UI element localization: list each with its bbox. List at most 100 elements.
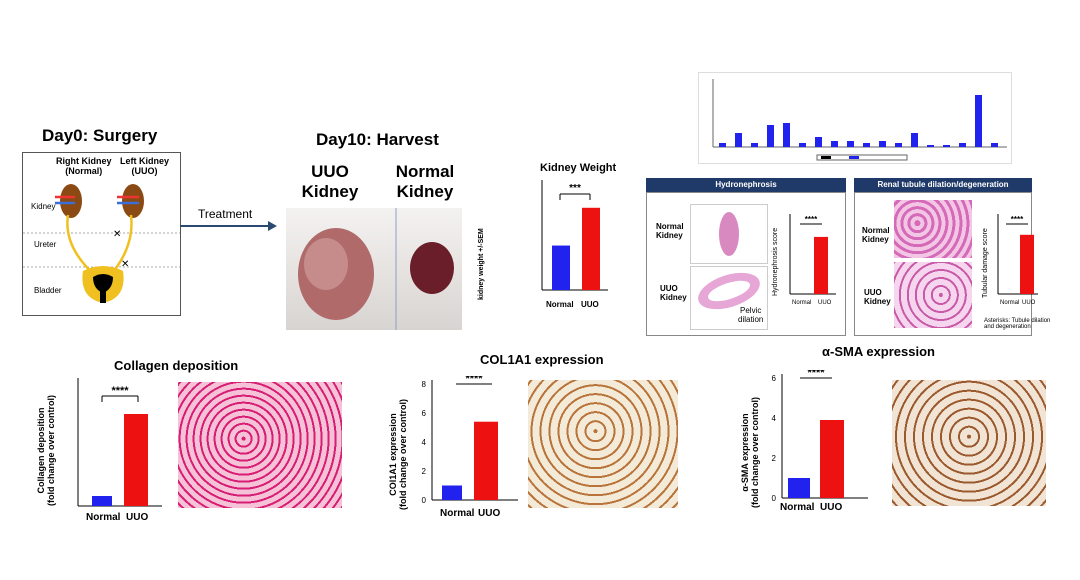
tubule-normal-label: Normal Kidney [862, 226, 890, 244]
asma-image [892, 380, 1046, 506]
tubule-x-normal: Normal [1000, 300, 1020, 306]
tick-label: 8 [422, 380, 427, 389]
surgery-diagram: ✕ ✕ [22, 152, 181, 316]
asma-chart: 0 2 4 6 **** [772, 370, 868, 503]
tick-label: 4 [772, 414, 777, 423]
hydro-uuo-image [690, 266, 768, 330]
asma-bar-normal [788, 478, 810, 498]
tick-label: 6 [422, 409, 427, 418]
kw-bar-uuo [582, 207, 600, 290]
tubule-x-uuo: UUO [1022, 300, 1036, 306]
col1a1-title: COL1A1 expression [480, 352, 604, 367]
gene-bar [719, 143, 726, 147]
gene-bar [815, 137, 822, 147]
hydro-normal-image [690, 204, 768, 264]
left-kidney-label: Left Kidney (UUO) [120, 156, 170, 176]
hydro-normal-label: Normal Kidney [656, 222, 684, 240]
col1a1-bar-uuo [474, 421, 498, 500]
tubule-normal-image [894, 200, 972, 258]
gene-bar [879, 141, 886, 147]
gene-bar [735, 133, 742, 147]
hydro-chart: **** [789, 214, 836, 295]
label-kidney: Kidney [31, 202, 56, 211]
collagen-x-normal: Normal [86, 512, 121, 523]
gene-bar [911, 133, 918, 147]
tick-label: 4 [422, 438, 427, 447]
gene-bar [943, 145, 950, 147]
collagen-image [178, 382, 342, 508]
harvest-title: Day10: Harvest [316, 130, 439, 149]
tubule-ylabel: Tubular damage score [982, 228, 989, 298]
asma-bar-uuo [820, 420, 844, 498]
tick-label: 2 [422, 467, 427, 476]
svg-text:****: **** [807, 370, 825, 379]
uuo-kidney-label: UUO Kidney [301, 162, 359, 201]
kw-xlabel-normal: Normal [546, 300, 574, 309]
tick-label: 6 [772, 374, 777, 383]
treatment-arrow-icon [180, 221, 277, 231]
tubule-header: Renal tubule dilation/degeneration [854, 178, 1032, 192]
surgery-title: Day0: Surgery [42, 126, 158, 145]
col1a1-x-normal: Normal [440, 508, 475, 519]
col1a1-image [528, 380, 678, 508]
gene-bar [895, 143, 902, 147]
gene-bar [751, 143, 758, 147]
normal-kidney-label: Normal Kidney [395, 162, 455, 201]
hydro-header: Hydronephrosis [646, 178, 846, 192]
tubule-chart: **** [997, 214, 1038, 295]
kw-xlabel-uuo: UUO [581, 300, 599, 309]
gene-bar [991, 143, 998, 147]
urinary-tract-illustration: ✕ ✕ [23, 184, 180, 303]
collagen-ylabel: Collagen deposition (fold change over con… [36, 394, 56, 506]
right-kidney-label: Right Kidney (Normal) [56, 156, 112, 176]
svg-text:****: **** [111, 385, 129, 397]
gene-bar [863, 143, 870, 147]
tubule-note: Asterisks: Tubule dilation and degenerati… [984, 318, 1051, 330]
svg-text:****: **** [1011, 215, 1024, 224]
asma-x-uuo: UUO [820, 502, 843, 513]
collagen-bar-uuo [124, 414, 148, 506]
gene-bar [831, 141, 838, 147]
col1a1-bar-normal [442, 485, 462, 500]
hydro-bar-uuo [814, 236, 828, 294]
collagen-title: Collagen deposition [114, 358, 239, 373]
hydro-ylabel: Hydronephrosis score [772, 227, 779, 296]
kw-bar-normal [552, 245, 570, 290]
gene-bar [927, 145, 934, 147]
kw-ylabel: kidney weight +/-SEM [478, 228, 485, 300]
tick-label: 2 [772, 454, 777, 463]
treatment-label: Treatment [198, 207, 253, 221]
label-bladder: Bladder [34, 286, 62, 295]
right-kidney-shape [60, 184, 82, 218]
gene-bar [767, 125, 774, 147]
svg-text:✕: ✕ [113, 229, 121, 240]
hydro-uuo-label: UUO Kidney [660, 284, 687, 302]
gene-bar [799, 143, 806, 147]
left-kidney-shape [122, 184, 144, 218]
svg-text:✕: ✕ [121, 259, 129, 270]
collagen-bar-normal [92, 496, 112, 506]
hydro-x-normal: Normal [792, 300, 812, 306]
hydro-x-uuo: UUO [818, 300, 832, 306]
tick-label: 0 [772, 494, 777, 503]
tubule-uuo-image [894, 262, 972, 328]
asma-ylabel: α-SMA expression (fold change over contro… [740, 396, 760, 508]
tick-label: 0 [422, 496, 427, 505]
col1a1-x-uuo: UUO [478, 508, 501, 519]
svg-text:****: **** [465, 376, 483, 385]
svg-text:****: **** [805, 215, 818, 224]
asma-title: α-SMA expression [822, 344, 935, 359]
gene-expression-chart [698, 72, 1012, 164]
col1a1-ylabel: COl1A1 expression (fold change over contr… [388, 398, 408, 510]
gene-bar [783, 123, 790, 147]
label-ureter: Ureter [34, 240, 57, 249]
normal-kidney-shape [410, 242, 454, 294]
tubule-uuo-label: UUO Kidney [864, 288, 891, 306]
kw-chart: *** [541, 180, 608, 291]
gene-bar [847, 141, 854, 147]
kw-title: Kidney Weight [540, 162, 617, 174]
pelvic-dilation-label: Pelvic dilation [738, 306, 764, 324]
tubule-bar-uuo [1020, 234, 1034, 294]
gene-bar [959, 143, 966, 147]
kw-sig: *** [569, 183, 581, 194]
